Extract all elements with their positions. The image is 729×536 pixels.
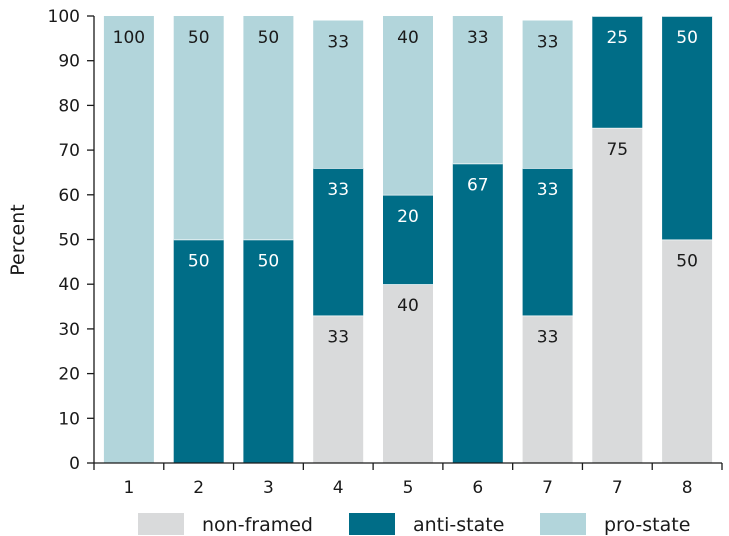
data-labels-layer: 100 50 50 50 50 33 33 33 40 20 40 67 33 33 33 33 75 25 50 5… bbox=[113, 28, 698, 348]
bar-segment-anti-state-3 bbox=[243, 239, 294, 463]
bar-segment-pro-state-2 bbox=[173, 16, 224, 240]
x-tick-label: 4 bbox=[333, 478, 344, 498]
bar-segment-pro-state-6 bbox=[452, 16, 503, 164]
data-label-anti-state-7: 33 bbox=[537, 180, 559, 200]
y-tick-label: 10 bbox=[58, 409, 80, 429]
data-label-pro-state-5: 40 bbox=[397, 28, 419, 48]
x-tick-label: 2 bbox=[193, 478, 204, 498]
data-label-pro-state-7: 33 bbox=[537, 33, 559, 53]
y-tick-label: 100 bbox=[48, 7, 80, 27]
legend-swatch-non-framed bbox=[138, 513, 184, 535]
y-tick-label: 50 bbox=[58, 231, 80, 251]
x-tick-label: 8 bbox=[682, 478, 693, 498]
bar-segment-anti-state-8 bbox=[592, 16, 643, 128]
legend-label-non-framed: non-framed bbox=[202, 514, 313, 536]
data-label-pro-state-1: 100 bbox=[113, 28, 145, 48]
bar-segment-non-framed-5 bbox=[383, 284, 433, 463]
data-label-anti-state-5: 20 bbox=[397, 207, 419, 227]
x-tick-label: 5 bbox=[403, 478, 414, 498]
bars-layer bbox=[103, 15, 713, 464]
y-tick-label: 40 bbox=[58, 275, 80, 295]
x-tick-label: 7 bbox=[542, 478, 553, 498]
bar-segment-pro-state-1 bbox=[103, 16, 154, 463]
data-label-non-framed-4: 33 bbox=[327, 328, 349, 348]
bar-segment-anti-state-5 bbox=[383, 194, 433, 285]
legend-label-pro-state: pro-state bbox=[604, 514, 690, 536]
y-axis-title: Percent bbox=[7, 204, 29, 276]
data-label-anti-state-6: 67 bbox=[467, 176, 489, 196]
legend-label-anti-state: anti-state bbox=[413, 514, 504, 536]
data-label-pro-state-6: 33 bbox=[467, 28, 489, 48]
bar-segment-anti-state-4 bbox=[313, 168, 364, 316]
bar-segment-anti-state-2 bbox=[173, 239, 224, 463]
y-tick-label: 20 bbox=[58, 365, 80, 385]
data-label-pro-state-3: 50 bbox=[258, 28, 280, 48]
bar-segment-non-framed-7 bbox=[522, 315, 573, 463]
data-label-non-framed-8: 75 bbox=[606, 140, 628, 160]
y-tick-label: 30 bbox=[58, 320, 80, 340]
x-tick-label: 7 bbox=[612, 478, 623, 498]
legend-swatch-anti-state bbox=[349, 513, 395, 535]
legend: non-framed anti-state pro-state bbox=[138, 513, 690, 536]
y-tick-label: 80 bbox=[58, 96, 80, 116]
bar-segment-anti-state-9 bbox=[662, 16, 713, 240]
y-tick-label: 70 bbox=[58, 141, 80, 161]
y-tick-label: 60 bbox=[58, 186, 80, 206]
data-label-non-framed-9: 50 bbox=[676, 252, 698, 272]
y-tick-label: 0 bbox=[69, 454, 80, 474]
data-label-anti-state-9: 50 bbox=[676, 28, 698, 48]
bar-segment-anti-state-7 bbox=[522, 168, 573, 316]
data-label-non-framed-7: 33 bbox=[537, 328, 559, 348]
data-label-anti-state-3: 50 bbox=[258, 252, 280, 272]
legend-swatch-pro-state bbox=[540, 513, 586, 535]
bar-segment-non-framed-8 bbox=[592, 127, 643, 464]
x-tick-label: 6 bbox=[472, 478, 483, 498]
x-tick-label: 3 bbox=[263, 478, 274, 498]
bar-segment-pro-state-5 bbox=[383, 16, 433, 195]
bar-segment-anti-state-6 bbox=[452, 163, 503, 463]
y-tick-label: 90 bbox=[58, 52, 80, 72]
x-tick-label: 1 bbox=[123, 478, 134, 498]
data-label-anti-state-4: 33 bbox=[327, 180, 349, 200]
data-label-non-framed-5: 40 bbox=[397, 296, 419, 316]
bar-segment-non-framed-4 bbox=[313, 315, 364, 463]
data-label-pro-state-4: 33 bbox=[327, 33, 349, 53]
bar-segment-pro-state-7 bbox=[522, 20, 573, 168]
data-label-anti-state-8: 25 bbox=[606, 28, 628, 48]
bar-segment-non-framed-9 bbox=[662, 239, 713, 463]
bar-segment-pro-state-4 bbox=[313, 20, 364, 168]
data-label-anti-state-2: 50 bbox=[188, 252, 210, 272]
bar-segment-pro-state-3 bbox=[243, 16, 294, 240]
data-label-pro-state-2: 50 bbox=[188, 28, 210, 48]
